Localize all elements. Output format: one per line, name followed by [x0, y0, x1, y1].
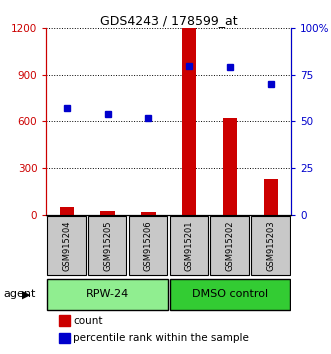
Text: GSM915204: GSM915204 [62, 220, 71, 271]
Text: count: count [73, 315, 103, 326]
Bar [100, 211, 115, 215]
Bar [59, 333, 70, 343]
FancyBboxPatch shape [47, 216, 85, 275]
FancyBboxPatch shape [211, 216, 249, 275]
Text: RPW-24: RPW-24 [86, 289, 129, 299]
FancyBboxPatch shape [88, 216, 126, 275]
FancyBboxPatch shape [169, 279, 291, 310]
FancyBboxPatch shape [47, 279, 168, 310]
Bar [141, 212, 156, 215]
Text: ▶: ▶ [22, 289, 31, 299]
FancyBboxPatch shape [251, 216, 290, 275]
Bar [223, 118, 237, 215]
Bar [59, 315, 70, 326]
Bar [264, 179, 278, 215]
FancyBboxPatch shape [169, 216, 208, 275]
Title: GDS4243 / 178599_at: GDS4243 / 178599_at [100, 14, 238, 27]
Text: GSM915206: GSM915206 [144, 220, 153, 271]
Bar [182, 28, 196, 215]
Text: percentile rank within the sample: percentile rank within the sample [73, 333, 249, 343]
Text: GSM915202: GSM915202 [225, 220, 235, 271]
FancyBboxPatch shape [129, 216, 167, 275]
Text: GSM915205: GSM915205 [103, 220, 112, 271]
Text: DMSO control: DMSO control [192, 289, 268, 299]
Bar [60, 207, 74, 215]
Text: GSM915201: GSM915201 [185, 220, 194, 271]
Text: agent: agent [3, 289, 36, 299]
Text: GSM915203: GSM915203 [266, 220, 275, 271]
